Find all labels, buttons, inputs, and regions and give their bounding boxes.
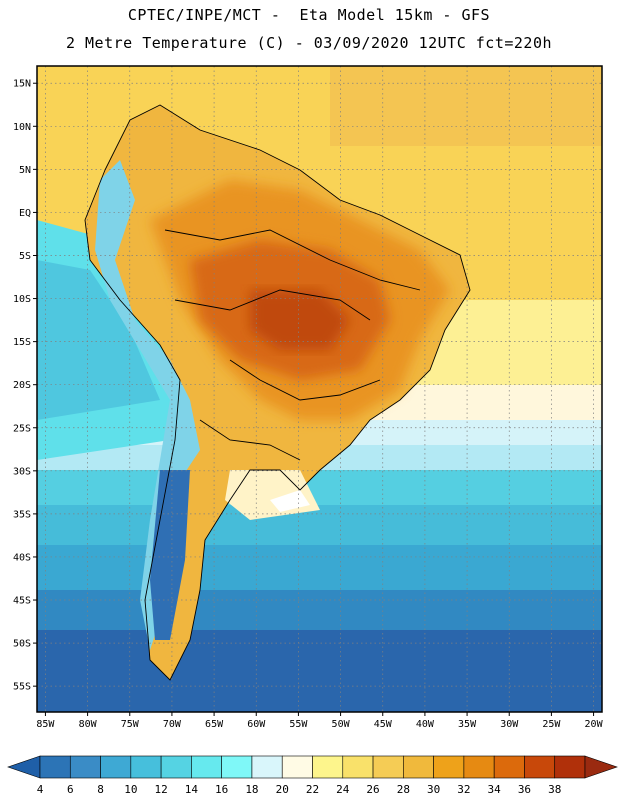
lat-tick-label: 45S xyxy=(13,596,31,607)
lat-tick-label: 15S xyxy=(13,337,31,348)
colorbar-segment xyxy=(312,755,344,779)
colorbar-label: 12 xyxy=(154,783,167,796)
colorbar-under-arrow xyxy=(7,755,41,779)
lon-tick-label: 40W xyxy=(416,719,435,730)
colorbar-label: 16 xyxy=(215,783,228,796)
lat-tick-label: 10N xyxy=(13,122,31,133)
colorbar-label: 28 xyxy=(397,783,410,796)
lon-tick-label: 50W xyxy=(332,719,351,730)
lat-tick-label: 20S xyxy=(13,380,31,391)
lon-tick-label: 60W xyxy=(247,719,266,730)
lat-tick-label: EQ xyxy=(19,208,31,219)
lon-tick-label: 55W xyxy=(289,719,308,730)
colorbar-label: 8 xyxy=(97,783,104,796)
lat-tick-label: 35S xyxy=(13,509,31,520)
colorbar-segment xyxy=(463,755,495,779)
lon-tick-label: 25W xyxy=(542,719,561,730)
colorbar-segment xyxy=(372,755,404,779)
lat-tick-label: 25S xyxy=(13,423,31,434)
colorbar-segment xyxy=(403,755,434,779)
colorbar-segment xyxy=(433,755,465,779)
colorbar-segment xyxy=(191,755,222,779)
colorbar-segment xyxy=(39,755,71,779)
colorbar-label: 10 xyxy=(124,783,137,796)
colorbar-over-arrow xyxy=(584,755,618,779)
colorbar-label: 32 xyxy=(457,783,470,796)
lat-tick-label: 50S xyxy=(13,639,31,650)
map-frame xyxy=(36,65,603,713)
colorbar-segment xyxy=(130,755,162,779)
lon-tick-label: 30W xyxy=(500,719,519,730)
lat-tick-label: 5S xyxy=(19,251,31,262)
south-america-landmass xyxy=(85,105,470,680)
lon-tick-label: 45W xyxy=(374,719,393,730)
colorbar-label: 30 xyxy=(427,783,440,796)
lat-tick-label: 55S xyxy=(13,682,31,693)
longitude-axis: 85W 80W 75W 70W 65W 60W 55W 50W 45W 40W 35W 30W 25W 2… xyxy=(36,712,604,730)
chart-title-line-2: 2 Metre Temperature (C) - 03/09/2020 12U… xyxy=(65,34,553,52)
colorbar-label: 26 xyxy=(366,783,379,796)
lat-tick-label: 15N xyxy=(13,79,31,90)
lon-tick-label: 70W xyxy=(163,719,182,730)
colorbar-segment xyxy=(493,755,525,779)
colorbar-label: 38 xyxy=(548,783,561,796)
lon-tick-label: 35W xyxy=(458,719,477,730)
colorbar-segment xyxy=(160,755,192,779)
lat-tick-label: 40S xyxy=(13,552,31,563)
colorbar-segment xyxy=(100,755,132,779)
colorbar-segment xyxy=(342,755,374,779)
coastline-and-borders xyxy=(84,104,471,681)
lon-tick-label: 65W xyxy=(205,719,224,730)
colorbar-label: 6 xyxy=(67,783,74,796)
colorbar-label: 20 xyxy=(276,783,289,796)
colorbar: 4 6 8 10 12 14 16 18 20 22 24 26 28 30 32 34 36 38 xyxy=(7,755,618,796)
colorbar-segment xyxy=(281,755,313,779)
colorbar-segment xyxy=(69,755,101,779)
chart-title-line-1: CPTEC/INPE/MCT - Eta Model 15km - GFS xyxy=(127,6,491,24)
colorbar-label: 18 xyxy=(245,783,258,796)
colorbar-segment xyxy=(554,755,586,779)
lat-tick-label: 10S xyxy=(13,294,31,305)
colorbar-label: 4 xyxy=(37,783,44,796)
colorbar-segment xyxy=(221,755,253,779)
colorbar-label: 36 xyxy=(518,783,531,796)
colorbar-segment xyxy=(524,755,556,779)
lat-tick-label: 30S xyxy=(13,466,31,477)
colorbar-segment xyxy=(251,755,283,779)
lat-tick-label: 5N xyxy=(19,165,31,176)
lon-tick-label: 20W xyxy=(585,719,604,730)
temperature-field xyxy=(37,66,602,712)
lon-tick-label: 75W xyxy=(121,719,140,730)
lon-tick-label: 80W xyxy=(79,719,98,730)
colorbar-label: 22 xyxy=(306,783,319,796)
colorbar-label: 34 xyxy=(488,783,502,796)
latitude-axis: 15N 10N 5N EQ 5S 10S 15S 20S 25S 30S 35S 40S 45S 50S 5… xyxy=(13,79,37,693)
lon-tick-label: 85W xyxy=(36,719,55,730)
colorbar-label: 24 xyxy=(336,783,350,796)
colorbar-label: 14 xyxy=(185,783,199,796)
